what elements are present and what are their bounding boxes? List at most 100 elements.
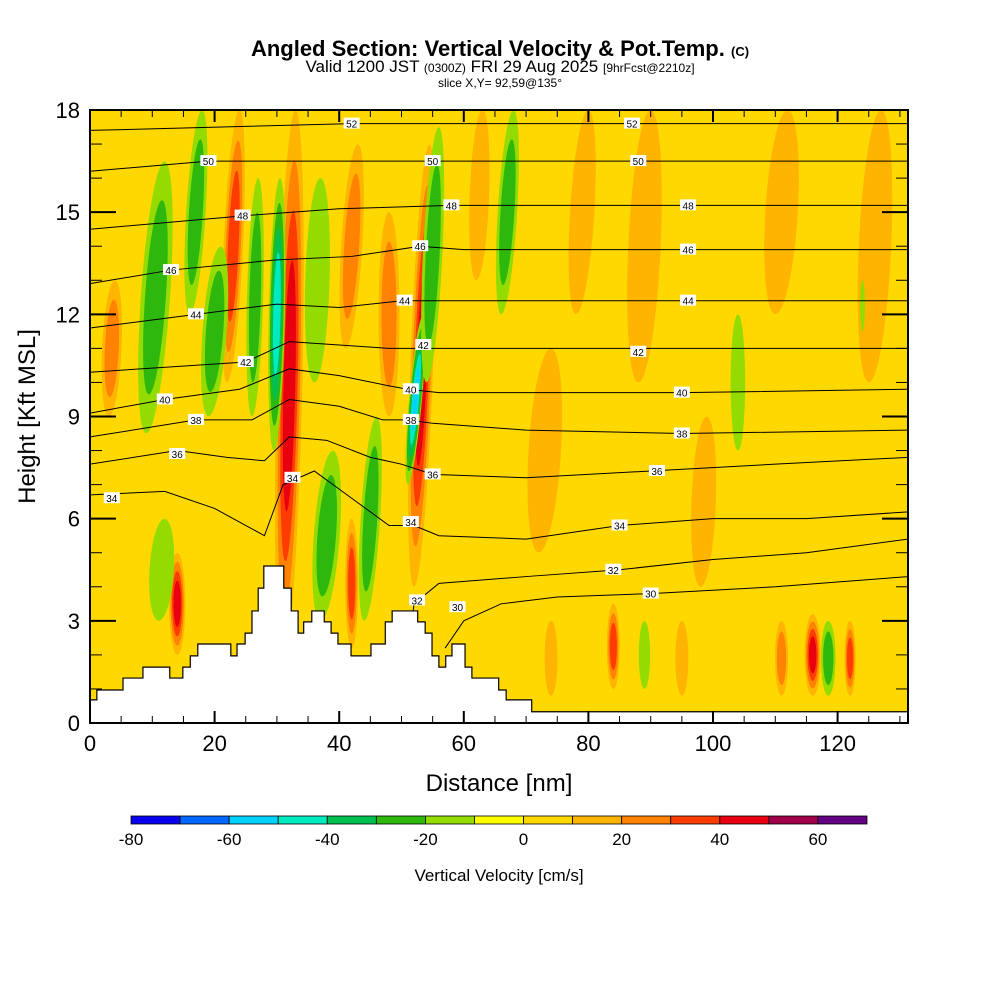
chart-title: Angled Section: Vertical Velocity & Pot.…	[0, 36, 1000, 62]
isentrope-label-box	[680, 199, 697, 211]
isentrope-label: 36	[427, 470, 439, 481]
velocity-cell	[848, 645, 852, 671]
y-tick-label: 3	[68, 609, 80, 634]
velocity-cell	[502, 168, 513, 256]
velocity-cell	[547, 635, 555, 681]
isentrope-label-box	[642, 587, 659, 599]
isentrope-42	[90, 341, 908, 373]
isentrope-label: 34	[106, 494, 118, 505]
isentrope-label-box	[673, 386, 690, 398]
velocity-cell	[175, 589, 180, 618]
velocity-cell	[365, 474, 376, 563]
forecast-info: [9hrFcst@2210z]	[603, 61, 695, 75]
isentrope-label-box	[424, 155, 441, 167]
isentrope-label: 32	[608, 566, 620, 577]
colorbar-tick-label: -40	[315, 830, 340, 849]
isentrope-label: 36	[172, 450, 184, 461]
colorbar-tick-label: -80	[119, 830, 144, 849]
colorbar-bin	[424, 815, 475, 825]
isentrope-label: 42	[633, 348, 645, 359]
isentrope-label: 30	[645, 590, 657, 601]
isentrope-label: 44	[190, 310, 202, 321]
isentrope-label: 30	[452, 603, 464, 614]
colorbar-bin	[621, 815, 672, 825]
colorbar-tick-label: 20	[612, 830, 631, 849]
isentrope-label-box	[402, 516, 419, 528]
plot-area: 30 30 32 32 34 34 34 34 36 36 36 38 38 38 40 40 40 42 42 42…	[90, 110, 908, 723]
velocity-cell	[825, 642, 832, 675]
isentrope-label-box	[237, 356, 254, 368]
velocity-cell	[810, 643, 815, 667]
isentrope-label-box	[162, 264, 179, 276]
isentrope-label: 38	[676, 430, 688, 441]
isentrope-label: 38	[405, 416, 417, 427]
isentrope-label: 44	[683, 297, 695, 308]
isentrope-label: 40	[159, 395, 171, 406]
velocity-cell	[251, 246, 259, 349]
isentrope-label: 48	[446, 201, 458, 212]
isentrope-label: 50	[203, 157, 215, 168]
velocity-cell	[473, 144, 486, 247]
colorbar-tick-label: -20	[413, 830, 438, 849]
isentrope-46	[90, 245, 908, 285]
isentrope-label-box	[424, 468, 441, 480]
colorbar-bin	[768, 815, 819, 825]
x-tick-label: 40	[327, 731, 351, 756]
x-axis-label: Distance [nm]	[426, 770, 573, 797]
isentrope-52	[90, 123, 908, 131]
isentrope-label-box	[673, 427, 690, 439]
valid-date: FRI 29 Aug 2025	[470, 57, 599, 76]
colorbar-bin	[375, 815, 426, 825]
velocity-cell	[309, 219, 325, 342]
isentrope-label-box	[630, 155, 647, 167]
isentrope-label-box	[156, 393, 173, 405]
velocity-cell	[861, 290, 865, 322]
colorbar-bin	[719, 815, 770, 825]
isentrope-label: 44	[399, 297, 411, 308]
isentrope-label: 40	[405, 385, 417, 396]
isentrope-label-box	[234, 209, 251, 221]
velocity-cell	[778, 642, 785, 675]
isentrope-label: 32	[412, 596, 424, 607]
colorbar-tick-label: 40	[710, 830, 729, 849]
velocity-cell	[696, 450, 712, 553]
isentrope-label: 34	[287, 474, 299, 485]
title-unit: (C)	[731, 44, 750, 59]
velocity-cell	[771, 150, 792, 274]
colorbar-bin	[523, 815, 573, 825]
velocity-cell	[349, 561, 354, 605]
isentrope-label: 34	[405, 518, 417, 529]
isentrope-label: 36	[651, 467, 663, 478]
isentrope-label-box	[680, 243, 697, 255]
velocity-cell	[190, 168, 201, 256]
isentrope-label: 38	[190, 416, 202, 427]
isentrope-label-box	[284, 471, 301, 483]
valid-utc: (0300Z)	[423, 61, 466, 75]
isentrope-label-box	[187, 308, 204, 320]
y-tick-label: 12	[56, 302, 80, 327]
isentrope-label-box	[624, 117, 641, 129]
x-tick-label: 0	[84, 731, 96, 756]
colorbar-tick-label: 60	[808, 830, 827, 849]
isentrope-label: 50	[427, 157, 439, 168]
isentrope-44	[90, 300, 908, 329]
isentrope-label: 42	[418, 341, 430, 352]
colorbar-bin	[474, 815, 524, 825]
isentrope-label: 46	[683, 246, 695, 257]
isentrope-label-box	[200, 155, 217, 167]
x-tick-label: 120	[819, 731, 856, 756]
x-tick-label: 100	[695, 731, 732, 756]
isentrope-label-box	[169, 447, 186, 459]
isentrope-label-box	[412, 240, 429, 252]
valid-time: Valid 1200 JST	[305, 57, 420, 76]
x-tick-label: 60	[452, 731, 476, 756]
isentrope-label-box	[680, 294, 697, 306]
velocity-cell	[208, 294, 221, 368]
colorbar-bin	[326, 815, 377, 825]
y-axis-label: Height [Kft MSL]	[14, 329, 41, 504]
isentrope-label: 46	[165, 266, 177, 277]
isentrope-label: 52	[626, 120, 638, 131]
velocity-cell	[677, 635, 686, 681]
isentrope-label: 42	[240, 358, 252, 369]
slice-info: slice X,Y= 92,59@135°	[437, 76, 563, 90]
